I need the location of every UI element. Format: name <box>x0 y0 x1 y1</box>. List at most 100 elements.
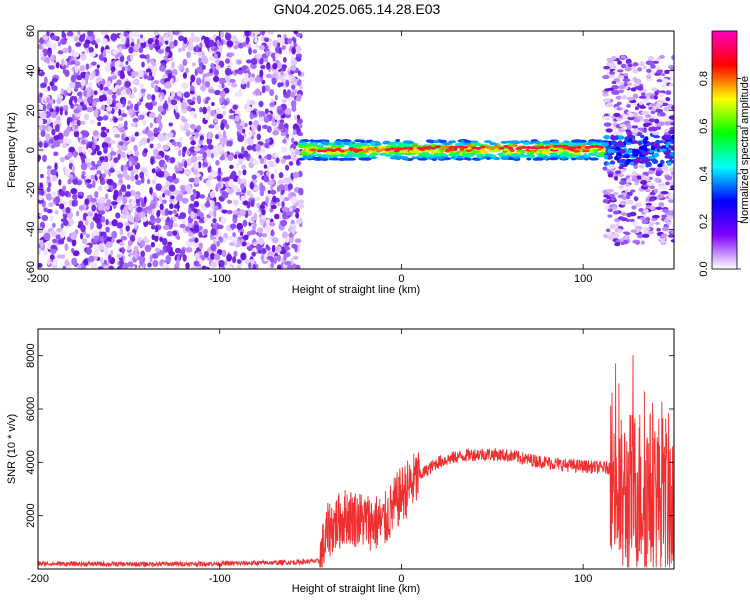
heatmap-cell <box>121 133 125 141</box>
heatmap-cell <box>219 44 223 53</box>
heatmap-cell <box>38 124 43 131</box>
heatmap-cell <box>43 142 48 148</box>
heatmap-cell <box>224 32 232 41</box>
heatmap-cell <box>493 144 500 148</box>
heatmap-cell <box>68 98 73 106</box>
heatmap-cell <box>85 47 89 54</box>
heatmap-cell <box>128 46 134 54</box>
heatmap-cell <box>624 136 629 141</box>
heatmap-cell <box>625 129 631 133</box>
heatmap-cell <box>631 171 637 176</box>
heatmap-cell <box>270 190 277 195</box>
heatmap-cell <box>71 247 75 254</box>
heatmap-cell <box>620 192 627 196</box>
heatmap-cell <box>185 247 193 253</box>
heatmap-cell <box>38 117 44 126</box>
heatmap-cell <box>194 237 199 243</box>
heatmap-cell <box>126 37 130 45</box>
heatmap-cell <box>241 78 245 85</box>
heatmap-cell <box>421 146 428 150</box>
heatmap-cell <box>512 144 518 148</box>
heatmap-cell <box>449 140 457 144</box>
heatmap-cell <box>95 38 101 44</box>
heatmap-cell <box>43 48 47 56</box>
heatmap-cell <box>623 153 630 159</box>
heatmap-cell <box>646 68 652 73</box>
heatmap-cell <box>196 95 202 103</box>
heatmap-cell <box>210 152 215 159</box>
heatmap-cell <box>298 84 304 90</box>
heatmap-cell <box>216 175 222 182</box>
heatmap-cell <box>52 238 58 244</box>
heatmap-cell <box>488 149 498 153</box>
heatmap-cell <box>49 138 54 144</box>
heatmap-cell <box>654 90 659 96</box>
heatmap-cell <box>658 148 667 152</box>
heatmap-cell <box>219 236 224 243</box>
heatmap-cell <box>216 182 222 189</box>
heatmap-cell <box>127 239 132 247</box>
heatmap-cell <box>120 184 127 192</box>
heatmap-cell <box>55 106 60 113</box>
heatmap-cell <box>135 179 142 186</box>
heatmap-cell <box>73 119 78 125</box>
heatmap-cell <box>168 184 176 192</box>
heatmap-cell <box>395 157 402 161</box>
heatmap-cell <box>64 69 70 78</box>
heatmap-cell <box>103 57 108 63</box>
heatmap-cell <box>267 190 272 195</box>
heatmap-cell <box>342 139 352 143</box>
heatmap-cell <box>195 131 199 139</box>
heatmap-cell <box>632 153 639 157</box>
heatmap-cell <box>639 156 647 160</box>
heatmap-cell <box>257 124 262 132</box>
heatmap-cell <box>288 206 294 212</box>
heatmap-cell <box>147 131 154 138</box>
y-tick-label: 8000 <box>25 343 37 367</box>
heatmap-cell <box>221 83 225 89</box>
heatmap-cell <box>497 152 505 156</box>
heatmap-cell <box>347 151 354 155</box>
heatmap-cell <box>148 112 156 119</box>
heatmap-cell <box>403 156 410 160</box>
heatmap-cell <box>150 224 156 230</box>
heatmap-cell <box>246 145 253 151</box>
heatmap-cell <box>274 168 278 174</box>
heatmap-cell <box>42 43 48 48</box>
heatmap-cell <box>125 224 130 232</box>
heatmap-cell <box>402 140 411 144</box>
heatmap-cell <box>105 226 110 233</box>
heatmap-cell <box>619 180 627 185</box>
heatmap-cell <box>641 219 649 225</box>
heatmap-cell <box>653 135 661 139</box>
heatmap-cell <box>264 142 270 149</box>
heatmap-cell <box>256 243 262 251</box>
heatmap-cell <box>39 212 43 218</box>
heatmap-cell <box>196 67 201 72</box>
heatmap-cell <box>632 68 639 74</box>
heatmap-cell <box>634 86 641 90</box>
heatmap-cell <box>101 173 106 179</box>
heatmap-cell <box>241 128 246 134</box>
heatmap-cell <box>105 241 113 248</box>
heatmap-cell <box>664 121 671 126</box>
heatmap-cell <box>127 100 132 105</box>
heatmap-cell <box>164 171 169 178</box>
heatmap-cell <box>283 197 290 202</box>
heatmap-cell <box>176 96 182 101</box>
heatmap-cell <box>153 127 159 134</box>
heatmap-cell <box>180 101 188 110</box>
heatmap-cell <box>500 156 509 160</box>
heatmap-cell <box>606 196 612 200</box>
heatmap-cell <box>178 35 185 42</box>
heatmap-cell <box>76 119 81 127</box>
heatmap-cell <box>612 191 619 196</box>
heatmap-cell <box>602 98 611 103</box>
heatmap-cell <box>41 214 49 222</box>
heatmap-cell <box>632 221 638 227</box>
heatmap-cell <box>108 142 112 148</box>
heatmap-cell <box>613 176 619 181</box>
heatmap-cell <box>193 36 201 43</box>
heatmap-cell <box>526 151 534 155</box>
heatmap-cell <box>358 142 368 146</box>
